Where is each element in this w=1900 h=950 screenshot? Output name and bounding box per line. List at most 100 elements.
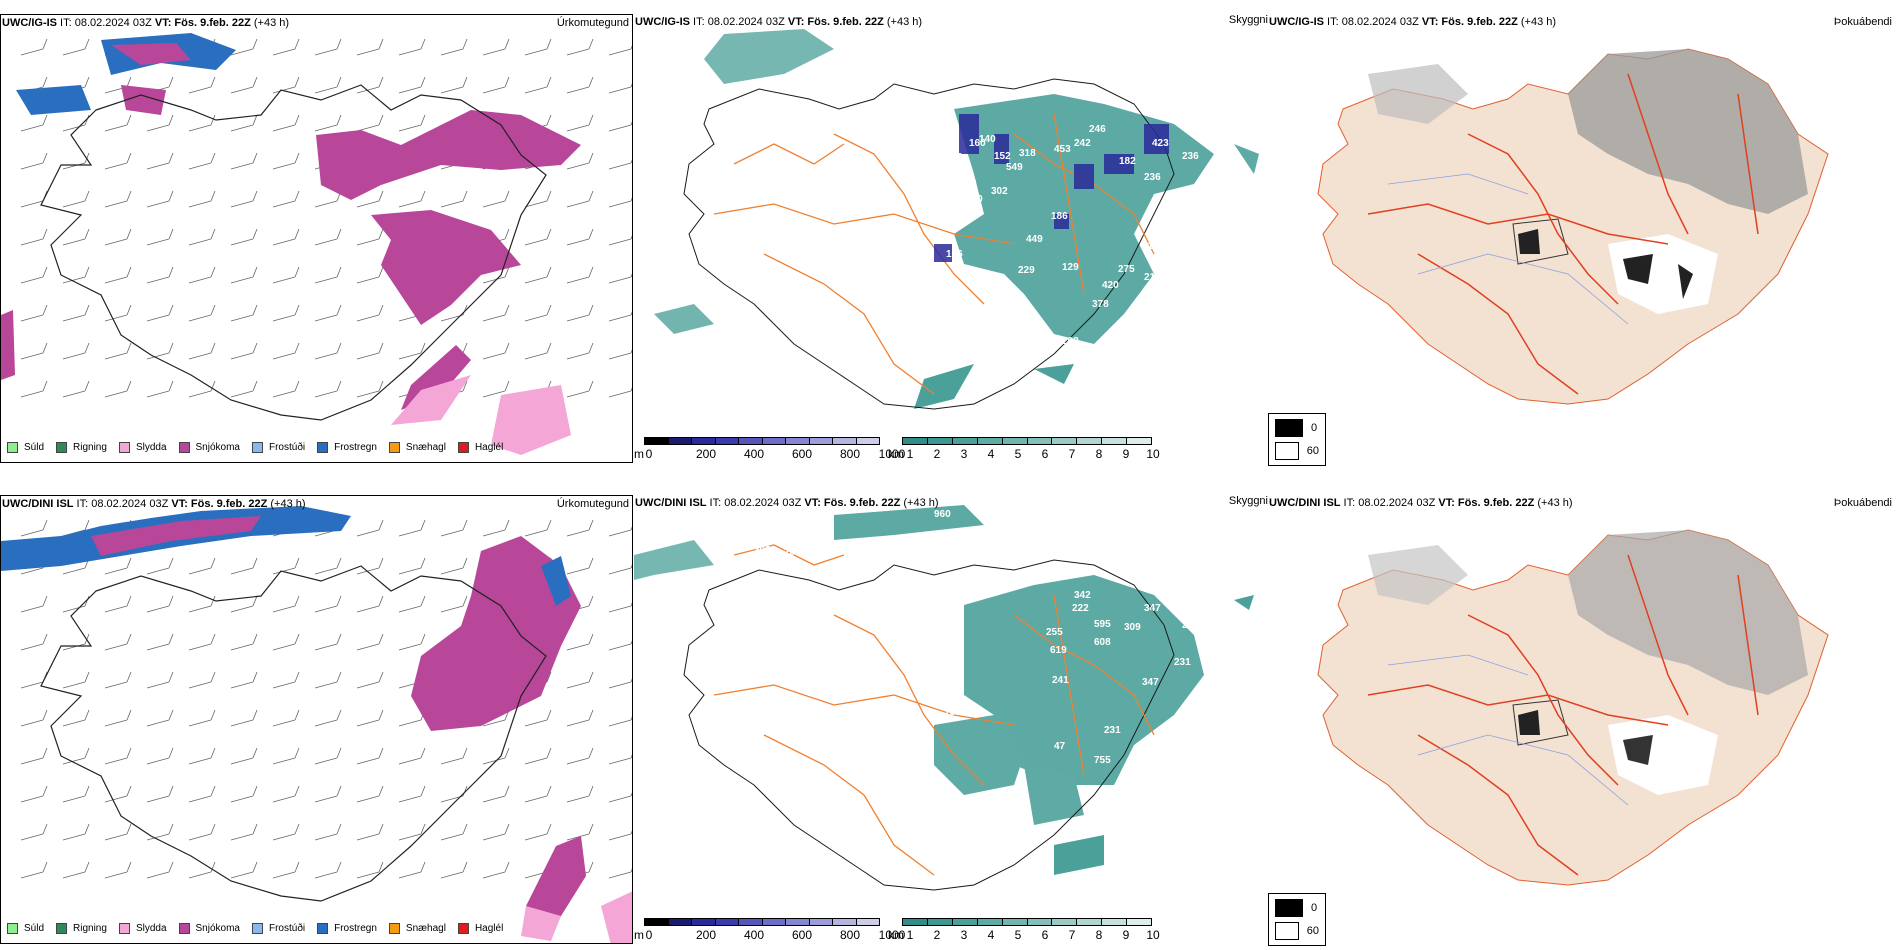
wind-barb <box>440 557 468 575</box>
wind-barb <box>188 595 216 613</box>
legend-swatch <box>56 442 68 453</box>
wind-barb <box>608 678 632 689</box>
wind-barb <box>188 304 216 322</box>
wind-barb <box>272 304 300 322</box>
cloud-header: UWC/IG-IS IT: 08.02.2024 03Z VT: Fös. 9.… <box>635 16 922 29</box>
wind-barb <box>188 633 216 651</box>
wind-barb <box>62 342 90 360</box>
wind-barb <box>104 342 132 360</box>
wind-barb <box>608 159 632 170</box>
wind-barb <box>188 709 216 727</box>
legend-swatch <box>118 442 130 453</box>
wind-barb <box>440 38 468 56</box>
value-label: 342 <box>1074 590 1091 601</box>
wind-barb <box>398 633 426 651</box>
legend-swatch <box>388 923 400 934</box>
value-label: 755 <box>1094 755 1111 766</box>
value-label: 202 <box>1062 336 1079 347</box>
wind-barb <box>482 304 510 322</box>
wind-barb <box>62 114 90 132</box>
value-label: 155 <box>960 179 977 190</box>
wind-barb <box>440 747 468 765</box>
height-tick: 200 <box>695 447 717 461</box>
valid-time-label: VT: <box>154 17 172 29</box>
wind-barb <box>20 595 48 613</box>
wind-barb <box>398 38 426 56</box>
wind-barb <box>482 76 510 94</box>
valid-time-label: VT: <box>171 498 188 510</box>
wind-barb <box>608 273 632 284</box>
wind-barb <box>272 633 300 651</box>
wind-barb <box>230 76 258 94</box>
wind-barb <box>146 633 174 651</box>
wind-barb <box>230 38 258 56</box>
wind-barbs <box>20 38 632 398</box>
vis-tick: 1 <box>906 928 914 942</box>
height-colorbar <box>644 437 880 445</box>
wind-barb <box>272 114 300 132</box>
wind-barb <box>62 304 90 322</box>
legend-item: Súld <box>7 442 44 453</box>
value-label: 186 <box>1051 211 1068 222</box>
model-name: UWC/DINI ISL <box>2 498 74 510</box>
legend-swatch <box>118 923 130 934</box>
wind-barb <box>146 557 174 575</box>
precip-header: UWC/DINI ISL IT: 08.02.2024 03Z VT: Fös.… <box>2 498 306 511</box>
legend-label: Snjókoma <box>195 923 240 934</box>
wind-barb <box>608 602 632 613</box>
wind-barb <box>62 709 90 727</box>
legend-item: Snjókoma <box>178 923 240 934</box>
vis-tick: 2 <box>933 928 941 942</box>
wind-barb <box>608 349 632 360</box>
legend-label: Haglél <box>474 923 504 934</box>
wind-barb <box>272 76 300 94</box>
fog-swatch <box>1275 442 1299 460</box>
legend-swatch <box>317 923 329 934</box>
legend-label: Rigning <box>73 442 107 453</box>
wind-barb <box>62 38 90 56</box>
wind-barb <box>272 266 300 284</box>
wind-barb <box>314 76 342 94</box>
fog-header: UWC/IG-IS IT: 08.02.2024 03Z VT: Fös. 9.… <box>1269 16 1556 29</box>
wind-barb <box>440 190 468 208</box>
wind-barb <box>62 861 90 879</box>
fog-map-drawing <box>1317 529 1829 886</box>
wind-barb <box>104 114 132 132</box>
wind-barb <box>356 709 384 727</box>
legend-swatch <box>317 442 329 453</box>
wind-barb <box>398 823 426 841</box>
vis-tick: 9 <box>1122 447 1130 461</box>
wind-barb <box>230 595 258 613</box>
wind-barb <box>356 266 384 284</box>
wind-barb <box>20 152 48 170</box>
wind-barb <box>398 114 426 132</box>
wind-barb <box>314 785 342 803</box>
lead-time: (+43 h) <box>267 498 306 510</box>
wind-barb <box>272 861 300 879</box>
wind-barb <box>314 861 342 879</box>
value-label: 242 <box>1074 138 1091 149</box>
value-label: 241 <box>1052 675 1069 686</box>
value-label: 140 <box>979 134 996 145</box>
fog-legend-row1: 0 60 <box>1268 413 1326 466</box>
value-label: 449 <box>1026 234 1043 245</box>
wind-barb <box>230 785 258 803</box>
legend-item: Slydda <box>118 923 167 934</box>
legend-item: Slydda <box>118 442 167 453</box>
vis-tick: 10 <box>1146 928 1160 942</box>
lead-time: (+43 h) <box>900 497 939 509</box>
wind-barb <box>608 197 632 208</box>
wind-barb <box>482 519 510 537</box>
fog-legend-item: 60 <box>1275 922 1319 940</box>
height-tick: 1000 <box>878 928 906 942</box>
lead-time: (+43 h) <box>250 17 290 29</box>
model-name: UWC/IG-IS <box>2 17 57 29</box>
precip-map-drawing <box>1 506 632 943</box>
height-tick: 200 <box>695 928 717 942</box>
wind-barb <box>20 785 48 803</box>
legend-item: Frostregn <box>317 923 377 934</box>
legend-swatch <box>178 923 190 934</box>
value-label: 453 <box>1054 144 1071 155</box>
legend-label: Haglél <box>474 442 504 453</box>
wind-barb <box>482 785 510 803</box>
